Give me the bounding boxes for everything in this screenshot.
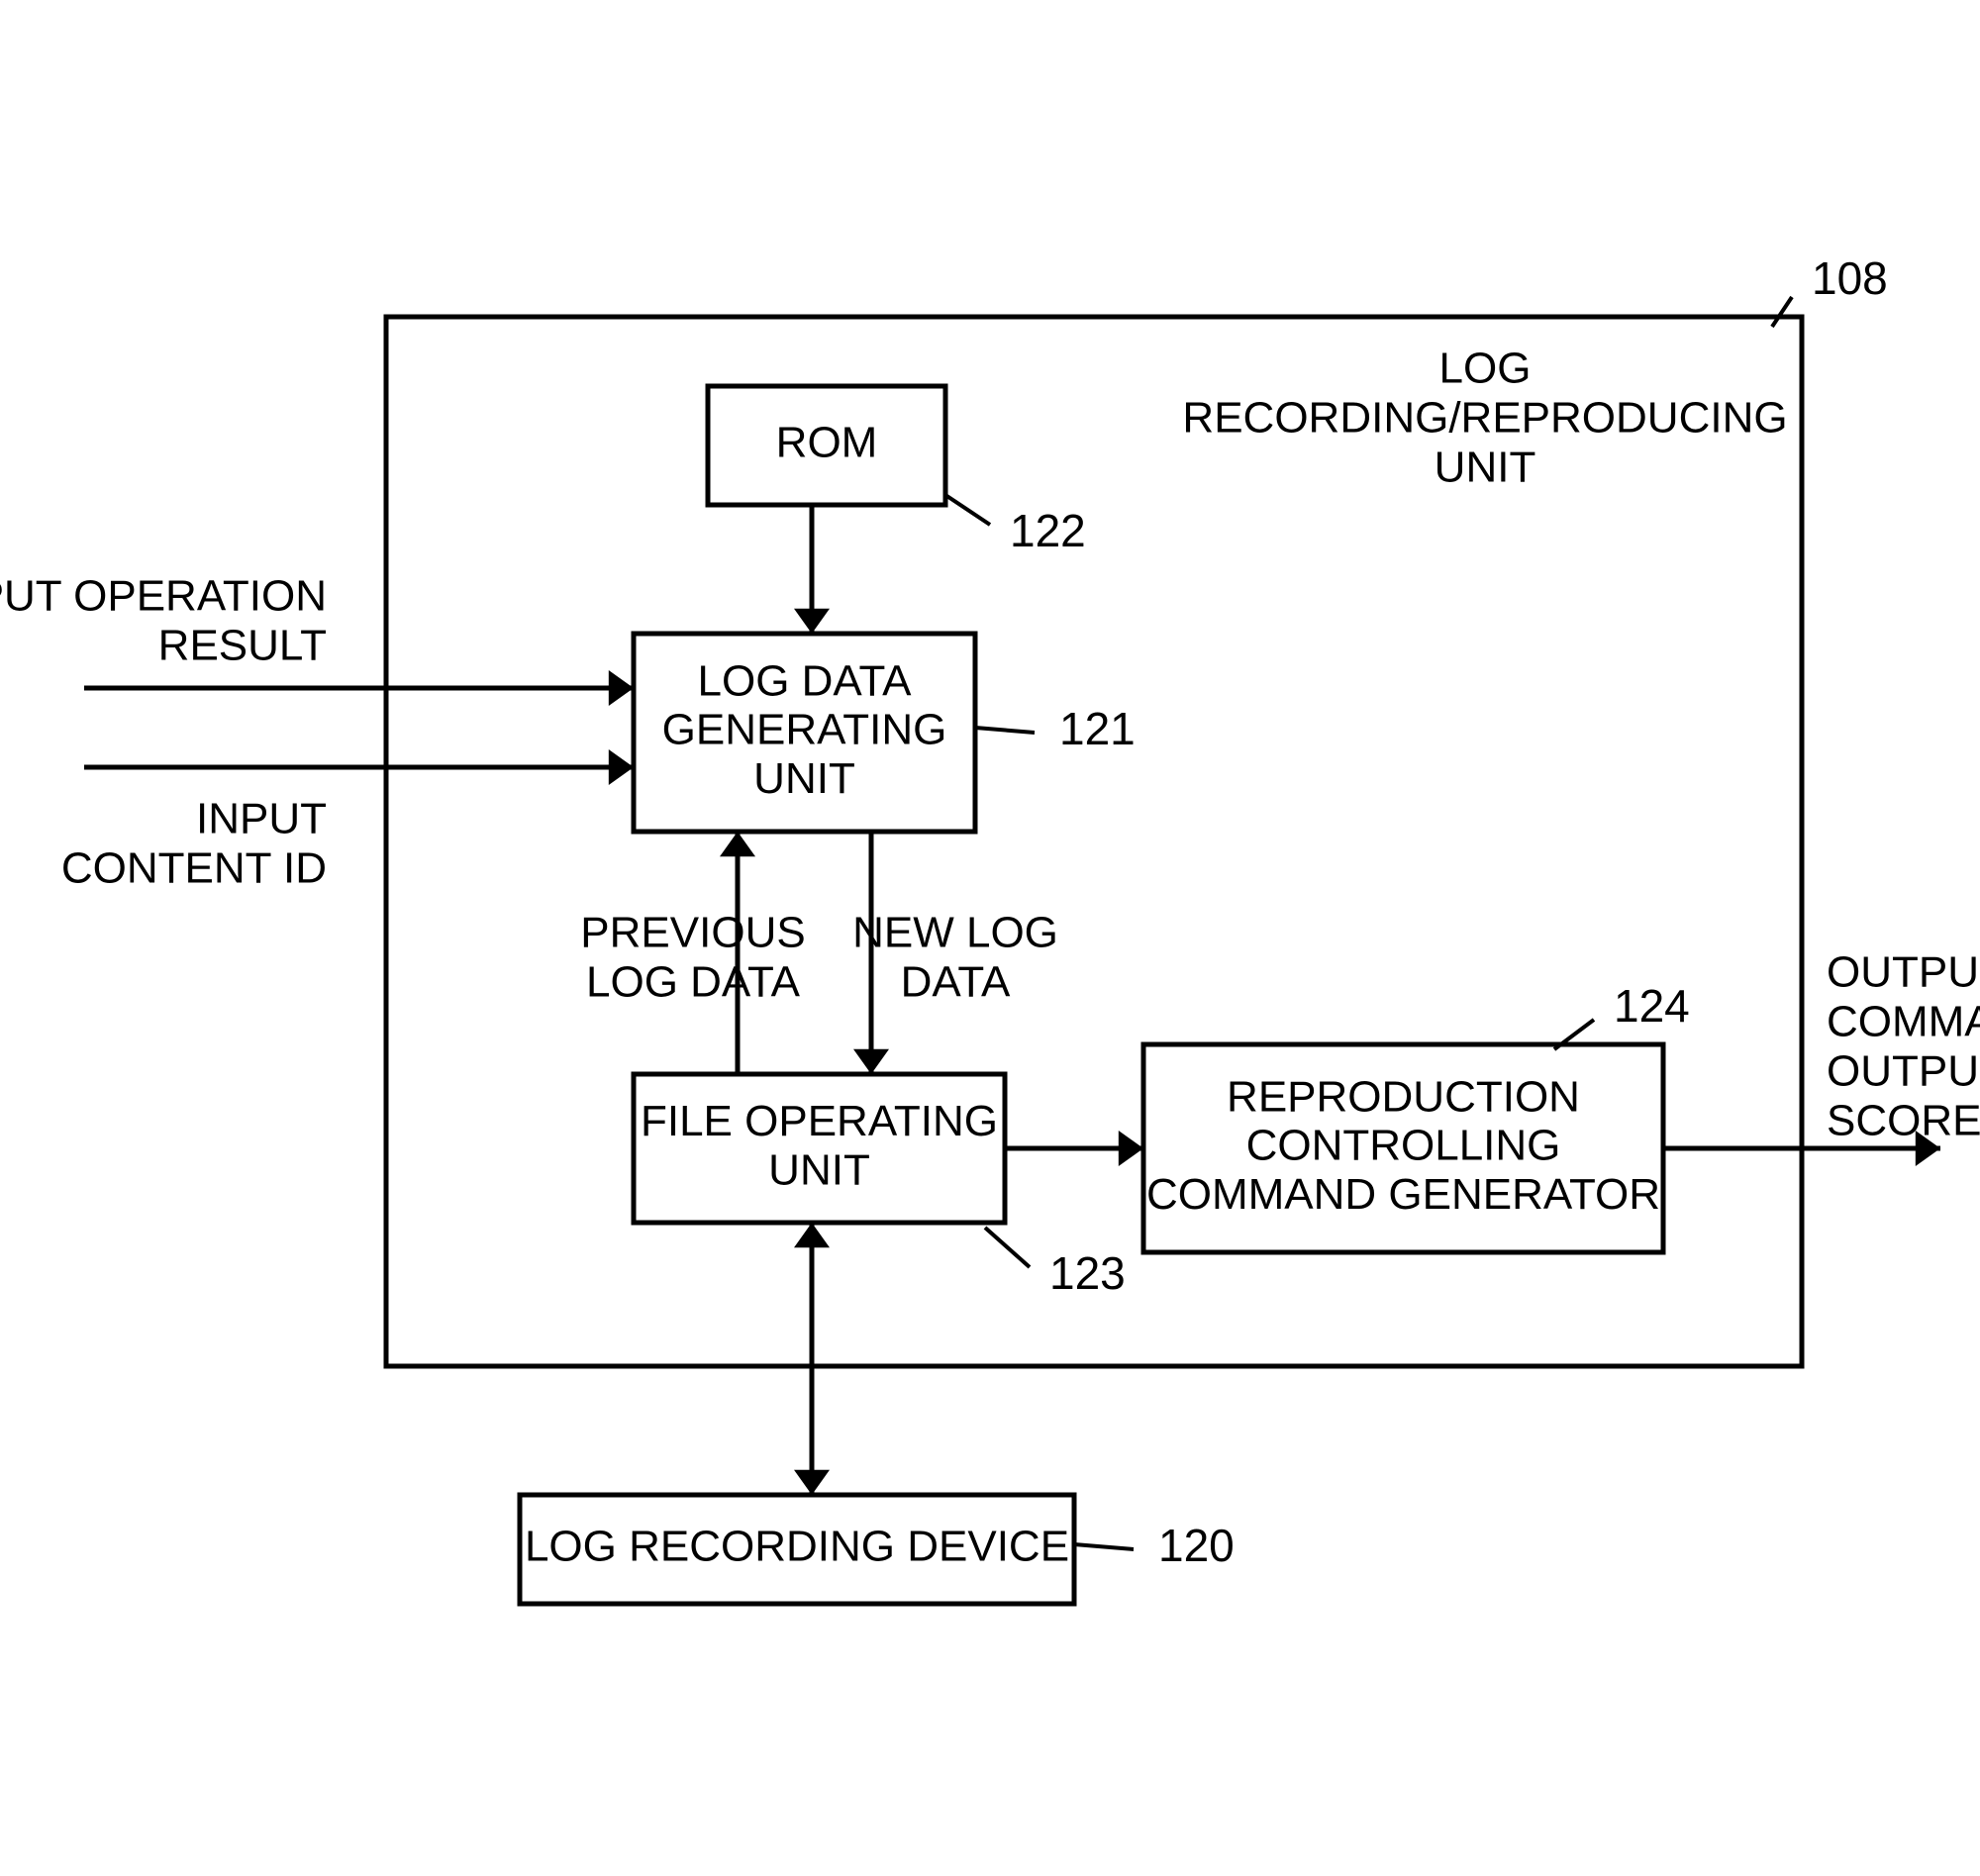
label-in2-line: INPUT <box>196 795 327 843</box>
node-gen-label-line: UNIT <box>753 754 855 803</box>
node-gen-label-line: LOG DATA <box>698 656 913 705</box>
node-repr-label-line: CONTROLLING <box>1246 1122 1561 1170</box>
ref-123: 123 <box>1049 1247 1126 1299</box>
ref-122: 122 <box>1010 505 1086 556</box>
label-prev-line: LOG DATA <box>586 958 801 1007</box>
node-gen-label-line: GENERATING <box>662 706 947 754</box>
diagram-canvas: LOGRECORDING/REPRODUCINGUNITROMLOG DATAG… <box>0 0 1980 1876</box>
label-new-line: DATA <box>901 958 1011 1007</box>
node-logdev-label-line: LOG RECORDING DEVICE <box>525 1523 1069 1571</box>
label-out-line: COMMAND <box>1827 998 1980 1046</box>
label-out-line: OUTPUT <box>1827 948 1980 997</box>
ref-tick-120 <box>1074 1544 1134 1549</box>
label-in2-line: CONTENT ID <box>61 844 327 893</box>
label-out: OUTPUTCOMMANDOUTPUTSCORE <box>1827 948 1980 1145</box>
container-title-line: RECORDING/REPRODUCING <box>1182 394 1787 443</box>
label-prev: PREVIOUSLOG DATA <box>580 909 805 1007</box>
node-logdev-label: LOG RECORDING DEVICE <box>525 1523 1069 1571</box>
container-title-line: LOG <box>1439 345 1532 393</box>
ref-121: 121 <box>1059 703 1136 754</box>
label-new-line: NEW LOG <box>852 909 1058 957</box>
node-repr-label-line: COMMAND GENERATOR <box>1146 1170 1660 1219</box>
label-in1-line: RESULT <box>158 622 327 670</box>
ref-124: 124 <box>1614 980 1690 1032</box>
node-file-label-line: UNIT <box>768 1145 870 1194</box>
ref-120: 120 <box>1158 1520 1235 1571</box>
node-rom-label: ROM <box>776 419 878 467</box>
node-rom-label-line: ROM <box>776 419 878 467</box>
container-title-line: UNIT <box>1435 444 1536 492</box>
label-prev-line: PREVIOUS <box>580 909 805 957</box>
label-out-line: SCORE <box>1827 1097 1980 1145</box>
label-in2: INPUTCONTENT ID <box>61 795 327 893</box>
node-file-label-line: FILE OPERATING <box>641 1097 998 1145</box>
label-in1-line: INPUT OPERATION <box>0 572 327 621</box>
label-out-line: OUTPUT <box>1827 1047 1980 1096</box>
label-in1: INPUT OPERATIONRESULT <box>0 572 327 670</box>
node-repr-label-line: REPRODUCTION <box>1227 1072 1580 1121</box>
ref-108: 108 <box>1812 252 1888 304</box>
